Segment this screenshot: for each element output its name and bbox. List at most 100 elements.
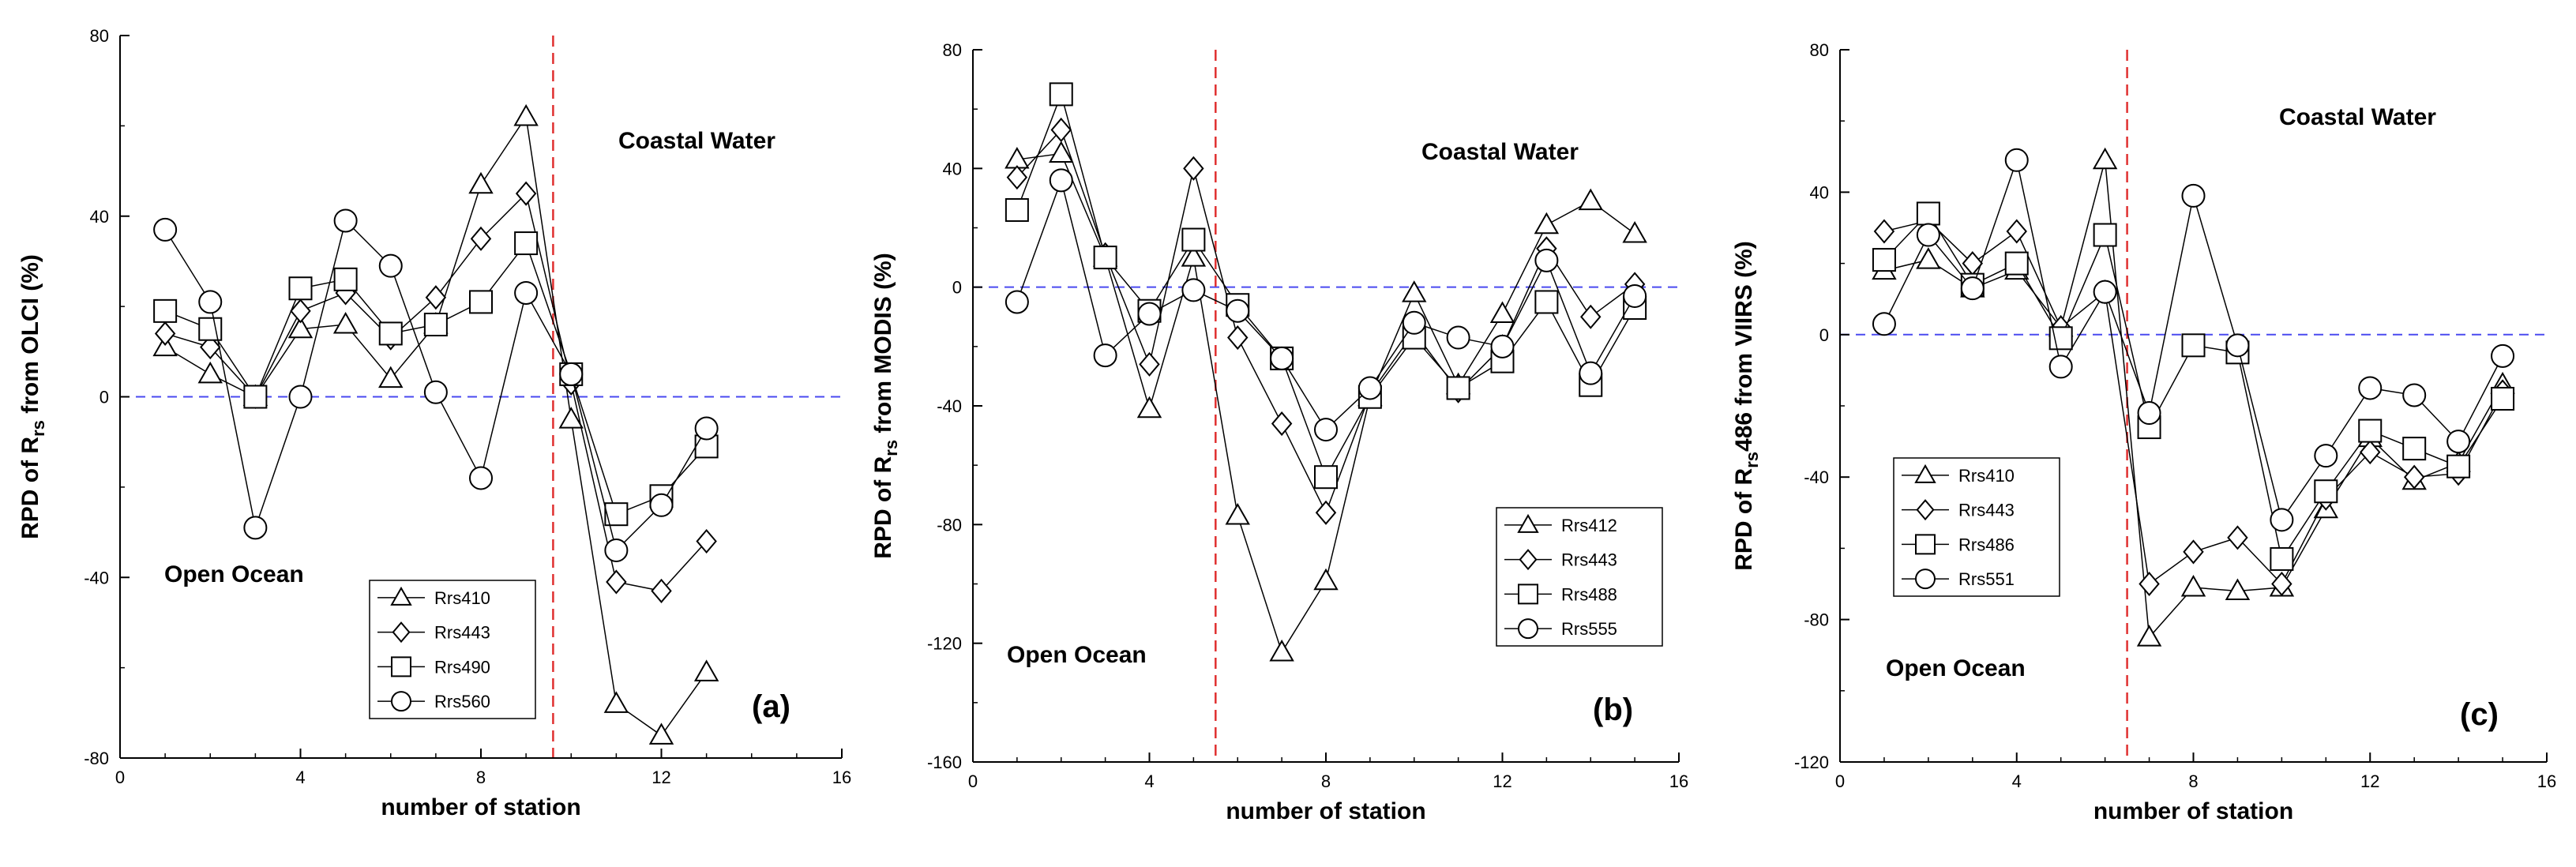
x-axis-label: number of station [381,794,580,820]
data-point-rrs490 [514,231,539,256]
data-point-rrs560 [378,253,403,278]
data-point-rrs551 [2491,343,2515,368]
legend-marker-rrs410 [1914,464,1936,483]
data-point-rrs551 [2225,333,2250,358]
data-point-rrs555 [1579,361,1603,385]
legend: Rrs410 Rrs443 Rrs490 Rrs560 [369,580,536,719]
data-point-rrs443 [154,321,176,346]
y-tick-label: 0 [952,278,962,298]
data-point-rrs443 [651,578,672,603]
data-point-rrs410 [468,171,494,194]
data-point-rrs486 [2181,333,2206,358]
legend: Rrs410 Rrs443 Rrs486 Rrs551 [1893,457,2060,597]
data-point-rrs555 [1181,278,1206,302]
open-ocean-label: Open Ocean [164,561,304,587]
x-tick-label: 0 [1835,771,1845,791]
x-tick-label: 16 [1669,771,1688,791]
data-point-rrs560 [288,385,313,409]
data-point-rrs443 [2403,464,2425,490]
data-point-rrs412 [1534,212,1560,235]
chart-panel-a: 0 4 8 12 16 -80 -40 0 40 80 number of station RPD o… [17,26,851,820]
data-point-rrs443 [425,285,447,310]
data-point-rrs551 [2181,183,2206,208]
x-tick-label: 8 [2188,771,2198,791]
data-point-rrs551 [2402,383,2427,407]
legend-label-rrs490: Rrs490 [434,657,490,677]
data-point-rrs412 [1136,396,1162,418]
legend-marker-rrs443 [1519,549,1538,571]
data-point-rrs560 [153,217,178,242]
data-point-rrs443 [2139,571,2160,597]
legend-marker-rrs551 [1915,569,1936,590]
data-point-rrs490 [288,276,313,301]
data-point-rrs412 [1578,188,1603,211]
data-point-rrs551 [1916,223,1940,247]
data-point-rrs443 [290,298,311,324]
x-tick-label: 16 [832,768,851,787]
data-point-rrs410 [513,103,539,126]
data-point-rrs560 [649,493,674,517]
data-point-rrs560 [198,290,223,314]
y-tick-label: -80 [937,515,962,535]
y-tick-label: -40 [1804,467,1829,487]
data-point-rrs486 [1916,201,1940,226]
y-tick-label: 0 [100,388,109,407]
data-point-rrs486 [1872,248,1896,272]
y-tick-label: 40 [90,207,109,227]
data-point-rrs555 [1357,376,1382,400]
data-point-rrs412 [1313,568,1339,591]
data-point-rrs488 [1049,82,1073,107]
data-point-rrs410 [2092,147,2118,170]
data-point-rrs412 [1049,141,1074,163]
data-point-rrs486 [2004,251,2029,276]
data-point-rrs560 [694,416,719,441]
x-tick-label: 0 [968,771,978,791]
data-point-rrs555 [1137,302,1162,326]
data-point-rrs443 [1315,500,1337,525]
x-tick-label: 0 [115,768,125,787]
y-tick-label: 0 [1819,325,1829,345]
legend-marker-rrs555 [1518,618,1538,640]
open-ocean-label: Open Ocean [1886,655,2026,681]
panel-tag: (b) [1593,692,1633,727]
data-point-rrs443 [1183,156,1204,181]
data-point-rrs555 [1049,168,1073,193]
legend-label-rrs443: Rrs443 [1958,501,2015,520]
data-point-rrs555 [1402,310,1426,335]
data-point-rrs443 [1271,411,1293,437]
data-point-rrs443 [1580,304,1602,329]
data-point-rrs555 [1490,334,1515,358]
legend-marker-rrs488 [1518,584,1538,605]
data-point-rrs551 [2358,376,2383,400]
data-point-rrs443 [2183,539,2204,565]
data-point-rrs555 [1446,325,1470,350]
data-point-rrs443 [696,528,717,554]
y-tick-label: -160 [927,753,962,772]
data-point-rrs410 [693,659,719,681]
coastal-water-label: Coastal Water [2279,104,2436,130]
data-point-rrs555 [1314,418,1338,442]
data-point-rrs443 [1227,325,1249,351]
data-point-rrs410 [2136,625,2162,647]
legend-label-rrs410: Rrs410 [1958,466,2015,486]
data-point-rrs486 [2314,479,2338,504]
data-point-rrs490 [423,313,448,336]
data-point-rrs551 [2048,355,2073,379]
data-point-rrs560 [469,466,493,490]
data-point-rrs443 [1962,251,1984,276]
chart-panel-b: 0 4 8 12 16 -160 -120 -80 -40 0 40 80 number of stat… [870,40,1688,824]
data-point-rrs555 [1004,290,1029,314]
data-point-rrs555 [1270,346,1294,370]
data-point-rrs443 [606,569,627,595]
data-point-rrs488 [1314,465,1338,490]
data-point-rrs486 [2402,437,2427,461]
data-point-rrs443 [2006,219,2027,244]
data-point-rrs486 [2491,386,2515,411]
data-point-rrs488 [1004,197,1029,222]
data-point-rrs443 [2227,525,2248,550]
data-point-rrs443 [200,335,221,360]
data-point-rrs410 [332,311,359,334]
x-axis-label: number of station [2093,798,2293,824]
data-point-rrs490 [153,298,178,323]
y-tick-label: 80 [943,40,962,60]
